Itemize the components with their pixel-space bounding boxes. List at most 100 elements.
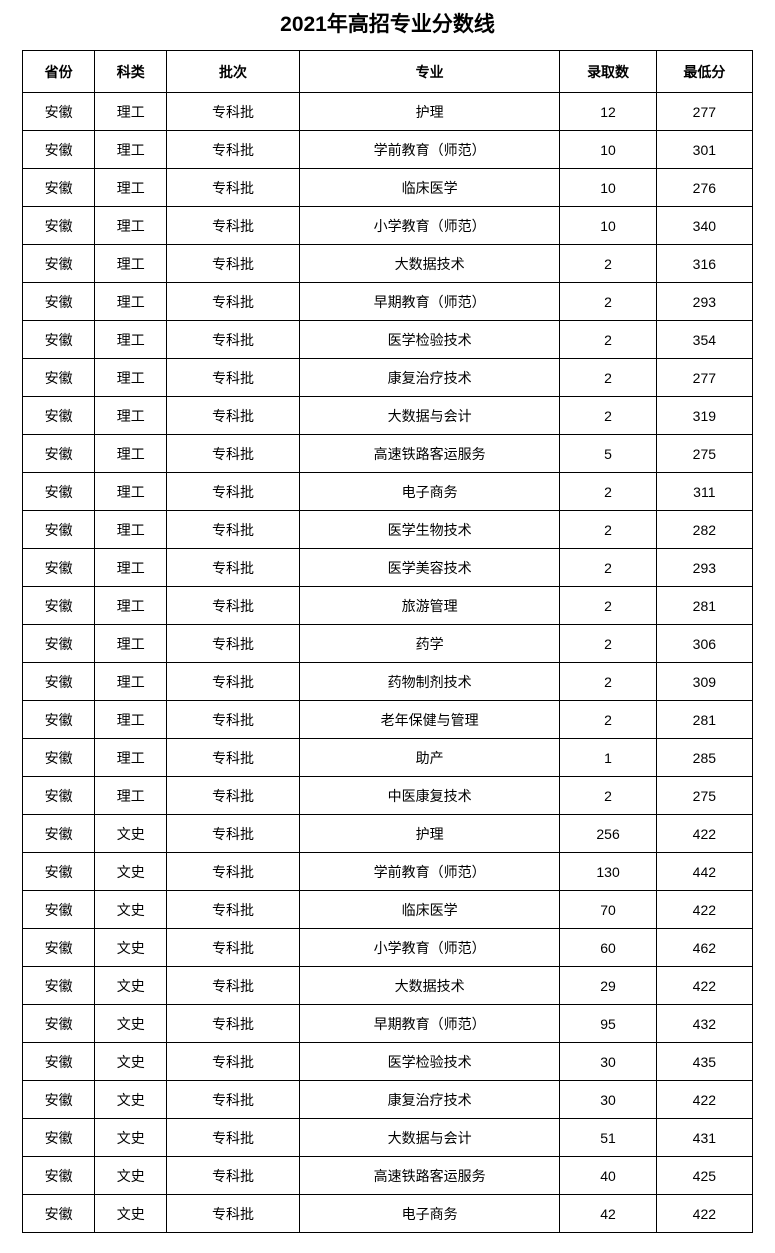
cell-province: 安徽 [23, 625, 95, 663]
cell-batch: 专科批 [167, 739, 299, 777]
table-row: 安徽理工专科批小学教育（师范）10340 [23, 207, 753, 245]
cell-major: 学前教育（师范） [299, 853, 560, 891]
table-header-row: 省份 科类 批次 专业 录取数 最低分 [23, 51, 753, 93]
cell-batch: 专科批 [167, 587, 299, 625]
cell-minscore: 422 [656, 815, 752, 853]
table-row: 安徽理工专科批早期教育（师范）2293 [23, 283, 753, 321]
cell-province: 安徽 [23, 853, 95, 891]
cell-major: 医学生物技术 [299, 511, 560, 549]
cell-batch: 专科批 [167, 473, 299, 511]
cell-admit: 2 [560, 587, 656, 625]
cell-major: 医学检验技术 [299, 1043, 560, 1081]
cell-admit: 29 [560, 967, 656, 1005]
cell-category: 文史 [95, 1157, 167, 1195]
cell-major: 大数据技术 [299, 245, 560, 283]
table-body: 安徽理工专科批护理12277安徽理工专科批学前教育（师范）10301安徽理工专科… [23, 93, 753, 1233]
cell-admit: 30 [560, 1043, 656, 1081]
cell-major: 药物制剂技术 [299, 663, 560, 701]
cell-province: 安徽 [23, 359, 95, 397]
cell-admit: 130 [560, 853, 656, 891]
cell-admit: 95 [560, 1005, 656, 1043]
table-row: 安徽理工专科批医学检验技术2354 [23, 321, 753, 359]
cell-province: 安徽 [23, 169, 95, 207]
cell-admit: 10 [560, 131, 656, 169]
cell-province: 安徽 [23, 1043, 95, 1081]
cell-minscore: 293 [656, 283, 752, 321]
cell-batch: 专科批 [167, 891, 299, 929]
table-row: 安徽理工专科批中医康复技术2275 [23, 777, 753, 815]
cell-admit: 2 [560, 473, 656, 511]
cell-admit: 51 [560, 1119, 656, 1157]
cell-batch: 专科批 [167, 511, 299, 549]
cell-category: 理工 [95, 663, 167, 701]
cell-province: 安徽 [23, 321, 95, 359]
cell-category: 理工 [95, 321, 167, 359]
cell-province: 安徽 [23, 397, 95, 435]
cell-major: 康复治疗技术 [299, 359, 560, 397]
cell-category: 文史 [95, 1195, 167, 1233]
cell-major: 大数据与会计 [299, 1119, 560, 1157]
cell-major: 老年保健与管理 [299, 701, 560, 739]
table-row: 安徽文史专科批临床医学70422 [23, 891, 753, 929]
cell-minscore: 309 [656, 663, 752, 701]
cell-province: 安徽 [23, 777, 95, 815]
cell-category: 文史 [95, 1081, 167, 1119]
cell-category: 文史 [95, 1119, 167, 1157]
cell-minscore: 422 [656, 1081, 752, 1119]
cell-major: 电子商务 [299, 473, 560, 511]
cell-province: 安徽 [23, 967, 95, 1005]
cell-admit: 2 [560, 663, 656, 701]
cell-minscore: 425 [656, 1157, 752, 1195]
cell-batch: 专科批 [167, 359, 299, 397]
cell-admit: 70 [560, 891, 656, 929]
cell-category: 理工 [95, 701, 167, 739]
cell-category: 文史 [95, 891, 167, 929]
cell-batch: 专科批 [167, 1005, 299, 1043]
cell-minscore: 422 [656, 1195, 752, 1233]
cell-major: 大数据与会计 [299, 397, 560, 435]
cell-major: 药学 [299, 625, 560, 663]
cell-minscore: 462 [656, 929, 752, 967]
page: 2021年高招专业分数线 省份 科类 批次 专业 录取数 最低分 安徽理工专科批… [0, 0, 775, 1253]
table-row: 安徽理工专科批护理12277 [23, 93, 753, 131]
cell-minscore: 281 [656, 701, 752, 739]
table-row: 安徽文史专科批电子商务42422 [23, 1195, 753, 1233]
cell-major: 助产 [299, 739, 560, 777]
cell-major: 高速铁路客运服务 [299, 435, 560, 473]
cell-batch: 专科批 [167, 245, 299, 283]
cell-minscore: 316 [656, 245, 752, 283]
cell-minscore: 306 [656, 625, 752, 663]
table-row: 安徽文史专科批大数据技术29422 [23, 967, 753, 1005]
cell-batch: 专科批 [167, 549, 299, 587]
cell-province: 安徽 [23, 1081, 95, 1119]
table-row: 安徽文史专科批高速铁路客运服务40425 [23, 1157, 753, 1195]
cell-province: 安徽 [23, 1195, 95, 1233]
cell-category: 理工 [95, 359, 167, 397]
cell-category: 理工 [95, 245, 167, 283]
cell-batch: 专科批 [167, 283, 299, 321]
cell-major: 医学美容技术 [299, 549, 560, 587]
table-row: 安徽理工专科批大数据技术2316 [23, 245, 753, 283]
table-row: 安徽理工专科批学前教育（师范）10301 [23, 131, 753, 169]
cell-batch: 专科批 [167, 967, 299, 1005]
cell-minscore: 431 [656, 1119, 752, 1157]
table-row: 安徽理工专科批高速铁路客运服务5275 [23, 435, 753, 473]
cell-province: 安徽 [23, 435, 95, 473]
cell-batch: 专科批 [167, 1157, 299, 1195]
cell-admit: 60 [560, 929, 656, 967]
page-title: 2021年高招专业分数线 [22, 0, 753, 50]
table-row: 安徽理工专科批旅游管理2281 [23, 587, 753, 625]
table-row: 安徽文史专科批小学教育（师范）60462 [23, 929, 753, 967]
cell-category: 理工 [95, 777, 167, 815]
cell-category: 理工 [95, 207, 167, 245]
cell-major: 学前教育（师范） [299, 131, 560, 169]
score-table: 省份 科类 批次 专业 录取数 最低分 安徽理工专科批护理12277安徽理工专科… [22, 50, 753, 1233]
cell-minscore: 275 [656, 777, 752, 815]
cell-admit: 5 [560, 435, 656, 473]
cell-province: 安徽 [23, 207, 95, 245]
cell-major: 旅游管理 [299, 587, 560, 625]
cell-admit: 2 [560, 625, 656, 663]
col-batch: 批次 [167, 51, 299, 93]
cell-province: 安徽 [23, 929, 95, 967]
cell-minscore: 442 [656, 853, 752, 891]
